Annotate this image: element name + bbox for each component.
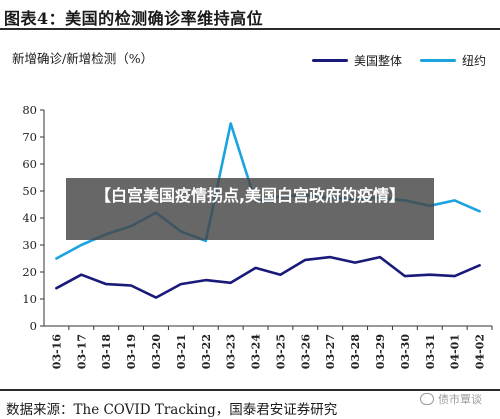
legend-swatch-us xyxy=(312,59,348,62)
x-tick-label: 03-25 xyxy=(274,334,287,369)
x-tick-label: 03-20 xyxy=(150,334,163,370)
x-tick-label: 03-24 xyxy=(250,334,263,370)
y-tick-label: 10 xyxy=(22,292,37,306)
legend-item-us: 美国整体 xyxy=(312,52,402,69)
x-tick-label: 03-26 xyxy=(299,334,312,370)
legend-swatch-ny xyxy=(420,59,457,62)
series-line-us xyxy=(55,255,481,299)
y-tick-label: 60 xyxy=(22,157,37,171)
legend-label-ny: 纽约 xyxy=(462,54,487,68)
x-tick-label: 04-01 xyxy=(449,334,462,369)
watermark: 债市覃谈 xyxy=(420,391,482,407)
x-tick-label: 03-19 xyxy=(125,334,138,369)
legend-label-us: 美国整体 xyxy=(354,54,403,68)
x-tick-label: 03-23 xyxy=(225,334,238,369)
figure-title: 图表4：美国的检测确诊率维持高位 xyxy=(0,0,500,30)
x-tick-label: 03-30 xyxy=(399,334,412,370)
source-note: 数据来源：The COVID Tracking，国泰君安证券研究 xyxy=(0,389,500,419)
chart-legend: 美国整体 纽约 xyxy=(312,52,498,69)
y-axis-label: 新增确诊/新增检测（%） xyxy=(12,51,154,66)
x-tick-label: 03-27 xyxy=(324,334,337,369)
watermark-label: 债市覃谈 xyxy=(438,393,482,406)
x-tick-label: 03-17 xyxy=(75,334,88,369)
headline-overlay: 【白宫美国疫情拐点,美国白宫政府的疫情】 xyxy=(66,178,434,240)
x-tick-label: 03-29 xyxy=(374,334,387,369)
x-tick-label: 03-28 xyxy=(349,334,362,370)
y-tick-label: 50 xyxy=(22,184,37,198)
legend-item-ny: 纽约 xyxy=(420,52,486,69)
y-tick-label: 80 xyxy=(22,103,37,117)
x-tick-label: 03-21 xyxy=(175,334,188,369)
y-tick-label: 40 xyxy=(22,211,37,225)
x-tick-label: 03-22 xyxy=(200,334,213,369)
y-tick-label: 20 xyxy=(22,265,37,279)
x-tick-label: 03-16 xyxy=(50,334,63,370)
wechat-icon xyxy=(420,393,434,405)
x-tick-label: 04-02 xyxy=(474,334,487,369)
x-tick-label: 03-31 xyxy=(424,334,437,369)
y-tick-label: 30 xyxy=(22,238,37,252)
y-tick-label: 0 xyxy=(30,319,37,333)
y-tick-label: 70 xyxy=(22,130,37,144)
x-tick-label: 03-18 xyxy=(100,334,113,370)
